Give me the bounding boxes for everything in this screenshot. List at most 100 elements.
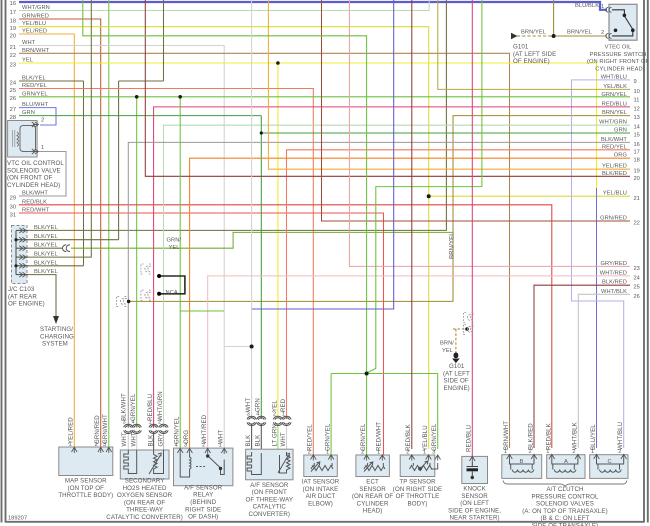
svg-text:23: 23 bbox=[634, 266, 640, 272]
svg-text:3: 3 bbox=[247, 412, 250, 418]
svg-text:(A: ON TOP OF TRANSAXLE): (A: ON TOP OF TRANSAXLE) bbox=[522, 508, 608, 515]
svg-text:GRN/WHT: GRN/WHT bbox=[102, 414, 109, 444]
svg-text:3: 3 bbox=[123, 420, 126, 426]
svg-text:YEL: YEL bbox=[442, 348, 453, 354]
svg-text:2: 2 bbox=[308, 450, 311, 456]
svg-text:19: 19 bbox=[634, 169, 640, 175]
svg-text:RED/WHT: RED/WHT bbox=[22, 208, 50, 214]
svg-text:WHT: WHT bbox=[121, 432, 128, 446]
svg-text:A/F SENSOR: A/F SENSOR bbox=[184, 484, 223, 491]
svg-text:25: 25 bbox=[10, 88, 16, 94]
svg-text:26: 26 bbox=[634, 294, 640, 300]
svg-text:3: 3 bbox=[184, 443, 187, 449]
svg-text:THROTTLE BODY): THROTTLE BODY) bbox=[58, 492, 113, 499]
svg-text:4: 4 bbox=[256, 412, 259, 418]
svg-text:RED: RED bbox=[280, 398, 287, 412]
svg-text:BLK/WHT: BLK/WHT bbox=[121, 393, 128, 421]
svg-text:PRESSURE CONTROL: PRESSURE CONTROL bbox=[531, 493, 599, 500]
svg-text:C: C bbox=[608, 459, 612, 465]
svg-text:BLK/RED: BLK/RED bbox=[528, 423, 535, 450]
svg-text:15: 15 bbox=[634, 133, 640, 139]
svg-text:BLK/YEL: BLK/YEL bbox=[34, 234, 58, 240]
svg-text:SIDE OF: SIDE OF bbox=[444, 378, 469, 385]
svg-text:BLK: BLK bbox=[245, 435, 252, 447]
svg-text:BLK: BLK bbox=[148, 435, 155, 447]
svg-text:RED/BLU: RED/BLU bbox=[466, 425, 473, 452]
svg-text:YEL/RED: YEL/RED bbox=[68, 417, 75, 444]
svg-text:YEL/RED: YEL/RED bbox=[22, 29, 47, 35]
svg-text:14: 14 bbox=[634, 125, 640, 131]
svg-text:CYLINDER: CYLINDER bbox=[357, 500, 389, 507]
svg-text:LT GRN: LT GRN bbox=[272, 424, 279, 446]
svg-text:31: 31 bbox=[10, 213, 16, 219]
svg-text:RED/BLU: RED/BLU bbox=[147, 394, 154, 421]
svg-text:OF ENGINE): OF ENGINE) bbox=[8, 301, 45, 308]
svg-text:CYLINDER HEAD): CYLINDER HEAD) bbox=[7, 182, 60, 189]
svg-text:CHARGING: CHARGING bbox=[40, 333, 74, 340]
svg-text:ELBOW): ELBOW) bbox=[308, 500, 333, 507]
svg-text:GRN: GRN bbox=[22, 110, 35, 116]
svg-text:BLU/BLK: BLU/BLK bbox=[575, 3, 599, 9]
svg-text:24: 24 bbox=[634, 276, 640, 282]
svg-text:3: 3 bbox=[103, 442, 106, 448]
svg-text:BLU/YEL: BLU/YEL bbox=[590, 424, 597, 450]
svg-text:CATALYTIC CONVERTER): CATALYTIC CONVERTER) bbox=[106, 514, 183, 521]
svg-text:VTC OIL CONTROL: VTC OIL CONTROL bbox=[7, 160, 64, 167]
svg-text:(B & C: ON LEFT: (B & C: ON LEFT bbox=[541, 515, 590, 522]
svg-text:30: 30 bbox=[10, 204, 16, 210]
svg-text:17: 17 bbox=[634, 149, 640, 155]
svg-text:10: 10 bbox=[634, 89, 640, 95]
svg-text:(ON FRONT: (ON FRONT bbox=[252, 489, 287, 496]
svg-text:WHT/BLK: WHT/BLK bbox=[571, 422, 578, 450]
svg-text:PRESSURE SWITCH: PRESSURE SWITCH bbox=[590, 52, 647, 58]
svg-text:GRN/RED: GRN/RED bbox=[600, 216, 627, 222]
svg-text:20: 20 bbox=[634, 176, 640, 182]
svg-text:WHT: WHT bbox=[280, 432, 287, 446]
svg-text:24: 24 bbox=[10, 81, 16, 87]
svg-text:WHT/GRN: WHT/GRN bbox=[22, 5, 50, 11]
svg-text:HEAD): HEAD) bbox=[363, 508, 383, 515]
svg-text:BLK/YEL: BLK/YEL bbox=[34, 243, 58, 249]
svg-text:2: 2 bbox=[202, 443, 205, 449]
svg-text:4: 4 bbox=[175, 443, 178, 449]
svg-text:(BEHIND: (BEHIND bbox=[190, 499, 216, 506]
svg-text:ORG: ORG bbox=[614, 153, 627, 159]
svg-text:YEL: YEL bbox=[271, 400, 278, 412]
svg-text:WHT: WHT bbox=[22, 40, 36, 46]
svg-text:22: 22 bbox=[10, 53, 16, 59]
svg-text:NEAR STARTER): NEAR STARTER) bbox=[449, 515, 499, 522]
svg-text:BRN/YEL: BRN/YEL bbox=[602, 110, 627, 116]
svg-text:1: 1 bbox=[504, 449, 507, 455]
svg-text:16: 16 bbox=[634, 142, 640, 148]
svg-text:OF DASH): OF DASH) bbox=[188, 514, 218, 521]
svg-text:YEL/RED: YEL/RED bbox=[602, 164, 627, 170]
svg-text:BLK/YEL: BLK/YEL bbox=[34, 260, 58, 266]
svg-text:GRN/YEL: GRN/YEL bbox=[174, 416, 181, 444]
svg-text:2: 2 bbox=[158, 420, 161, 426]
svg-text:G101: G101 bbox=[449, 363, 465, 370]
svg-text:2: 2 bbox=[572, 449, 575, 455]
svg-text:SIDE OF TRANSAXLE): SIDE OF TRANSAXLE) bbox=[532, 523, 599, 526]
svg-text:2: 2 bbox=[529, 449, 532, 455]
svg-text:26: 26 bbox=[10, 96, 16, 102]
svg-text:YEL: YEL bbox=[169, 245, 180, 251]
svg-text:(ON FRONT OF: (ON FRONT OF bbox=[7, 175, 53, 182]
svg-text:BLU/WHT: BLU/WHT bbox=[22, 102, 49, 108]
svg-text:1: 1 bbox=[601, 4, 604, 10]
svg-text:B: B bbox=[520, 459, 524, 465]
svg-text:SIDE OF ENGINE,: SIDE OF ENGINE, bbox=[448, 507, 501, 514]
svg-text:SENSOR: SENSOR bbox=[359, 486, 386, 493]
svg-text:21: 21 bbox=[634, 196, 640, 202]
svg-text:21: 21 bbox=[10, 45, 16, 51]
svg-text:25: 25 bbox=[634, 285, 640, 291]
svg-text:RELAY: RELAY bbox=[193, 492, 213, 499]
svg-text:WHT: WHT bbox=[131, 432, 138, 446]
svg-text:THREE-WAY: THREE-WAY bbox=[126, 507, 163, 514]
svg-text:2: 2 bbox=[361, 450, 364, 456]
svg-text:1: 1 bbox=[282, 412, 285, 418]
svg-text:RED/YEL: RED/YEL bbox=[307, 424, 314, 451]
svg-text:BRN/YEL: BRN/YEL bbox=[449, 232, 456, 259]
svg-text:1: 1 bbox=[219, 443, 222, 449]
svg-text:RED/YEL: RED/YEL bbox=[22, 83, 47, 89]
svg-text:BLK/WHT: BLK/WHT bbox=[22, 191, 48, 197]
